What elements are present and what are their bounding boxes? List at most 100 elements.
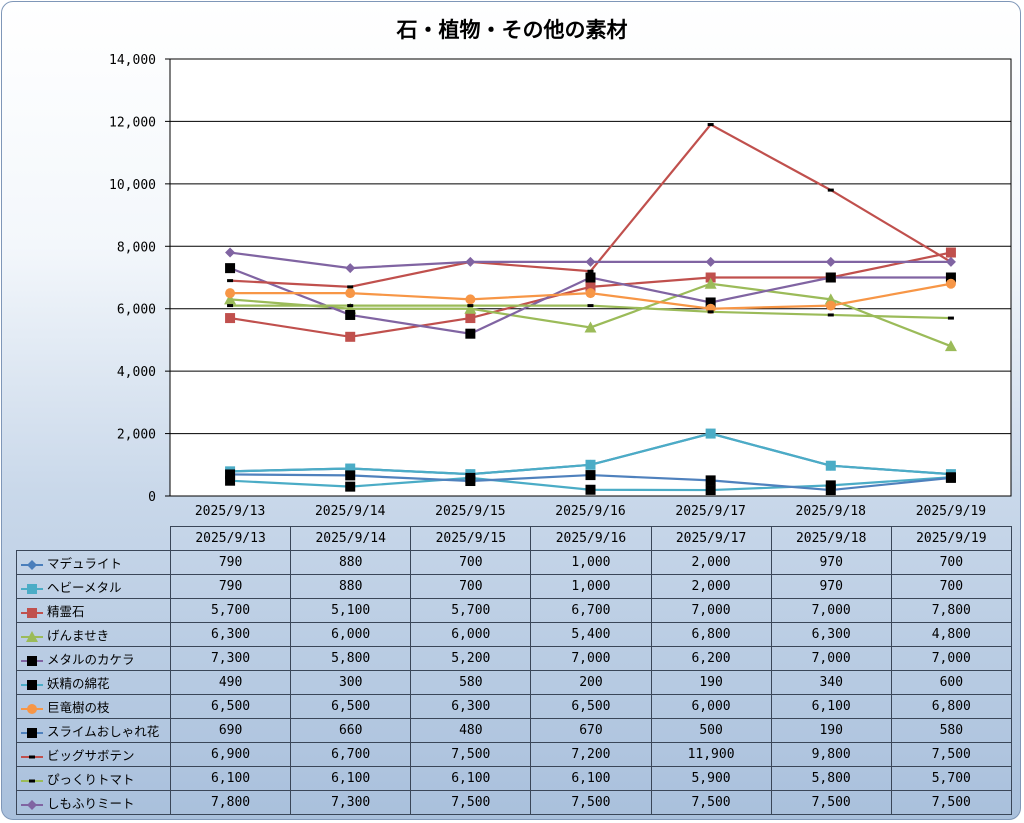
- legend-key-10: [21, 799, 43, 810]
- table-row: ビッグサボテン 6,900 6,700 7,500 7,200 11,900 9,800 7,…: [16, 742, 1012, 767]
- table-cell: 6,100: [410, 766, 532, 791]
- data-table: 2025/9/13 2025/9/14 2025/9/15 2025/9/16 2025…: [16, 526, 1012, 815]
- data-point-1-1: [345, 463, 356, 474]
- data-point-8-3: [587, 269, 594, 273]
- data-point-2-3: [585, 281, 596, 292]
- table-row: しもふりミート 7,800 7,300 7,500 7,500 7,500 7,500 7,5…: [16, 790, 1012, 815]
- table-row: ぴっくりトマト 6,100 6,100 6,100 6,100 5,900 5,800 5,7…: [16, 766, 1012, 791]
- table-cell: 700: [890, 550, 1012, 575]
- legend-key-6: [21, 703, 43, 714]
- legend-key-3: [21, 630, 43, 642]
- data-point-10-3: [585, 256, 596, 267]
- legend-key-marker: [27, 559, 37, 570]
- data-point-4-2: [465, 328, 476, 339]
- data-point-1-3: [585, 459, 596, 470]
- series-name: げんませき: [47, 628, 110, 643]
- plot-area: 0 2,000 4,000 6,000 8,000 10,000 12,000 14,000 2…: [109, 53, 1012, 519]
- chart-title: 石・植物・その他の素材: [396, 18, 628, 42]
- data-point-6-5: [825, 300, 836, 311]
- table-cell: 5,700: [410, 598, 532, 623]
- table-row: ヘビーメタル 790 880 700 1,000 2,000 970 700: [16, 574, 1012, 599]
- series-name: 巨竜樹の枝: [47, 700, 110, 715]
- data-point-1-4: [705, 428, 716, 439]
- table-cell: 7,500: [530, 790, 652, 815]
- legend-key-marker: [27, 679, 37, 690]
- series-name: メタルのカケラ: [47, 652, 135, 667]
- data-point-4-6: [945, 272, 956, 283]
- table-cell: 490: [169, 670, 292, 695]
- table-cell: 6,000: [650, 694, 772, 719]
- legend-entry: マデュライト: [16, 550, 171, 575]
- table-header-cell: 2025/9/19: [890, 526, 1012, 551]
- data-point-6-3: [585, 288, 596, 299]
- table-cell: 6,500: [290, 694, 412, 719]
- legend-key-0: [21, 559, 43, 570]
- table-cell: 6,500: [169, 694, 292, 719]
- legend-key-marker: [27, 583, 37, 594]
- table-cell: 700: [890, 574, 1012, 599]
- table-cell: 5,800: [770, 766, 892, 791]
- table-cell: 1,000: [530, 574, 652, 599]
- table-cell: 7,000: [650, 598, 772, 623]
- table-cell: 580: [410, 670, 532, 695]
- y-tick-label: 4,000: [117, 365, 156, 380]
- y-tick-label: 10,000: [109, 178, 156, 193]
- series-name: 妖精の綿花: [47, 676, 110, 691]
- data-point-7-0: [225, 469, 236, 480]
- data-point-1-5: [825, 460, 836, 471]
- table-cell: 6,100: [169, 766, 292, 791]
- table-cell: 7,500: [410, 742, 532, 767]
- data-point-9-3: [587, 304, 594, 308]
- data-point-4-3: [585, 272, 596, 283]
- table-cell: 7,000: [530, 646, 652, 671]
- table-cell: 200: [530, 670, 652, 695]
- data-point-6-6: [945, 278, 956, 289]
- table-cell: 7,500: [890, 742, 1012, 767]
- data-point-7-2: [465, 476, 476, 487]
- data-point-5-3: [585, 484, 596, 495]
- data-point-9-6: [947, 316, 954, 320]
- data-point-6-0: [225, 288, 236, 299]
- table-cell: 7,000: [890, 646, 1012, 671]
- table-corner: [16, 526, 171, 551]
- table-cell: 5,800: [290, 646, 412, 671]
- table-row: 精霊石 5,700 5,100 5,700 6,700 7,000 7,000 7,800: [16, 598, 1012, 623]
- table-cell: 6,800: [890, 694, 1012, 719]
- table-cell: 5,700: [169, 598, 292, 623]
- data-point-3-3: [584, 321, 597, 333]
- data-point-10-4: [705, 256, 716, 267]
- table-row: メタルのカケラ 7,300 5,800 5,200 7,000 6,200 7,000 7,0…: [16, 646, 1012, 671]
- table-cell: 9,800: [770, 742, 892, 767]
- legend-entry: ヘビーメタル: [16, 574, 171, 599]
- data-point-3-0: [224, 293, 237, 305]
- table-cell: 7,500: [890, 790, 1012, 815]
- data-point-3-4: [704, 277, 717, 289]
- table-cell: 6,100: [770, 694, 892, 719]
- table-cell: 4,800: [890, 622, 1012, 647]
- data-point-2-6: [945, 247, 956, 258]
- legend-key-marker: [29, 755, 35, 758]
- data-point-9-0: [227, 304, 234, 308]
- table-header-cell: 2025/9/17: [650, 526, 772, 551]
- table-cell: 790: [169, 574, 292, 599]
- table-cell: 190: [650, 670, 772, 695]
- data-point-2-0: [225, 313, 236, 324]
- legend-key-8: [21, 755, 43, 758]
- table-row: げんませき 6,300 6,000 6,000 5,400 6,800 6,300 4,800: [16, 622, 1012, 647]
- table-row: 巨竜樹の枝 6,500 6,500 6,300 6,500 6,000 6,100 6,800: [16, 694, 1012, 719]
- table-cell: 6,700: [290, 742, 412, 767]
- table-cell: 7,800: [169, 790, 292, 815]
- legend-key-marker: [27, 727, 37, 738]
- data-point-10-2: [465, 256, 476, 267]
- data-point-5-4: [705, 485, 716, 496]
- x-tick-label: 2025/9/16: [555, 504, 625, 519]
- table-cell: 7,500: [770, 790, 892, 815]
- legend-key-7: [21, 727, 43, 738]
- data-point-8-5: [827, 188, 834, 192]
- table-cell: 500: [650, 718, 772, 743]
- table-cell: 7,000: [770, 646, 892, 671]
- data-point-3-2: [464, 302, 477, 314]
- series-name: ぴっくりトマト: [47, 772, 135, 787]
- legend-key-9: [21, 779, 43, 782]
